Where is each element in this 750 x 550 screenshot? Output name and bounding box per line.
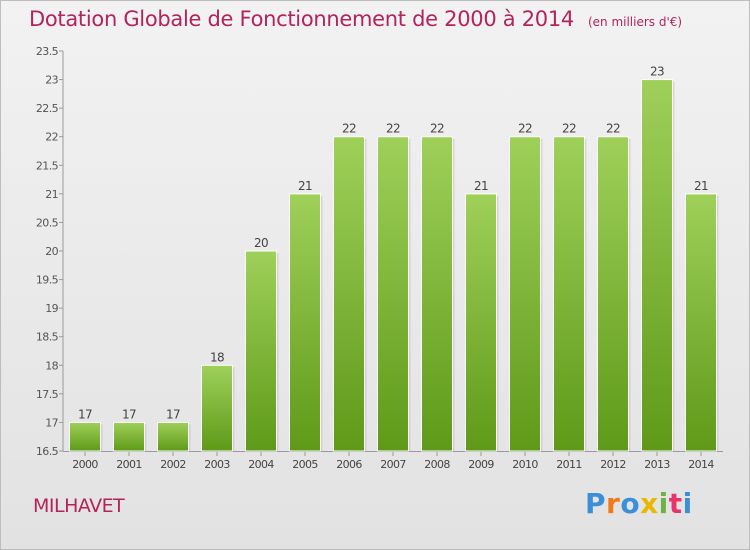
bar-value-label: 17: [78, 407, 92, 421]
x-tick-label: 2004: [248, 458, 274, 471]
bar: [113, 421, 145, 452]
bar-value-label: 17: [122, 407, 136, 421]
bar-value-label: 21: [298, 179, 312, 193]
bar-value-label: 20: [254, 236, 268, 250]
bar: [333, 136, 365, 452]
bar-value-label: 22: [562, 122, 576, 136]
bar-value-label: 21: [474, 179, 488, 193]
chart-title-text: Dotation Globale de Fonctionnement de 20…: [29, 7, 574, 31]
y-tick-label: 21: [45, 188, 58, 201]
bar: [157, 421, 189, 452]
x-tick-label: 2014: [688, 458, 714, 471]
bar: [245, 250, 277, 452]
x-tick-label: 2006: [336, 458, 362, 471]
x-tick-label: 2009: [468, 458, 494, 471]
bar: [201, 364, 233, 452]
bar-value-label: 22: [430, 122, 444, 136]
bar: [641, 79, 673, 452]
chart-bars: 17 17 17 18 20 21 22 22 22 21 22 22 22 23 21: [69, 65, 719, 452]
x-tick-label: 2005: [292, 458, 318, 471]
y-tick-label: 20: [45, 245, 58, 258]
bar-value-label: 22: [386, 122, 400, 136]
bar-value-label: 21: [694, 179, 708, 193]
x-tick-label: 2011: [556, 458, 582, 471]
bar-value-label: 22: [342, 122, 356, 136]
x-tick-label: 2000: [72, 458, 98, 471]
y-tick-label: 22: [45, 131, 58, 144]
x-tick-label: 2007: [380, 458, 406, 471]
y-tick-label: 17: [45, 416, 58, 429]
bar: [509, 136, 541, 452]
y-tick-label: 19: [45, 302, 58, 315]
y-tick-label: 22.5: [36, 102, 59, 115]
bar-value-label: 22: [518, 122, 532, 136]
y-tick-label: 21.5: [36, 159, 59, 172]
logo-letter: P: [585, 487, 607, 520]
bar: [597, 136, 629, 452]
bar: [289, 193, 321, 452]
logo-letter: t: [668, 487, 683, 520]
logo-letter: r: [606, 487, 621, 520]
bar-value-label: 22: [606, 122, 620, 136]
bar: [377, 136, 409, 452]
y-tick-label: 18.5: [36, 331, 59, 344]
chart-subtitle: (en milliers d'€): [587, 15, 683, 29]
bar-value-label: 18: [210, 350, 224, 364]
bar: [69, 421, 101, 452]
y-tick-label: 16.5: [36, 445, 59, 458]
y-tick-label: 19.5: [36, 274, 59, 287]
x-tick-label: 2013: [644, 458, 670, 471]
x-tick-label: 2002: [160, 458, 186, 471]
chart-axes: 16.5 17 17.5 18 18.5 19 19.5 20 20.5 21 21.5 22 22.5…: [36, 45, 723, 471]
y-tick-label: 23.5: [36, 45, 59, 58]
x-tick-label: 2001: [116, 458, 142, 471]
x-tick-label: 2010: [512, 458, 538, 471]
y-tick-label: 17.5: [36, 388, 59, 401]
logo-letter: i: [682, 487, 693, 520]
y-tick-label: 18: [45, 359, 58, 372]
bar: [685, 193, 717, 452]
proxiti-logo[interactable]: Proxiti: [585, 487, 693, 520]
bar-value-label: 17: [166, 407, 180, 421]
y-tick-label: 20.5: [36, 216, 59, 229]
bar: [421, 136, 453, 452]
bar: [465, 193, 497, 452]
y-tick-label: 23: [45, 74, 58, 87]
logo-letter: o: [620, 487, 641, 520]
x-tick-label: 2012: [600, 458, 626, 471]
municipality-name: MILHAVET: [33, 495, 125, 517]
bar-value-label: 23: [650, 65, 664, 79]
bar: [553, 136, 585, 452]
logo-letter: i: [658, 487, 669, 520]
x-tick-label: 2008: [424, 458, 450, 471]
x-tick-label: 2003: [204, 458, 230, 471]
logo-letter: x: [640, 487, 659, 520]
chart-title: Dotation Globale de Fonctionnement de 20…: [29, 7, 682, 31]
